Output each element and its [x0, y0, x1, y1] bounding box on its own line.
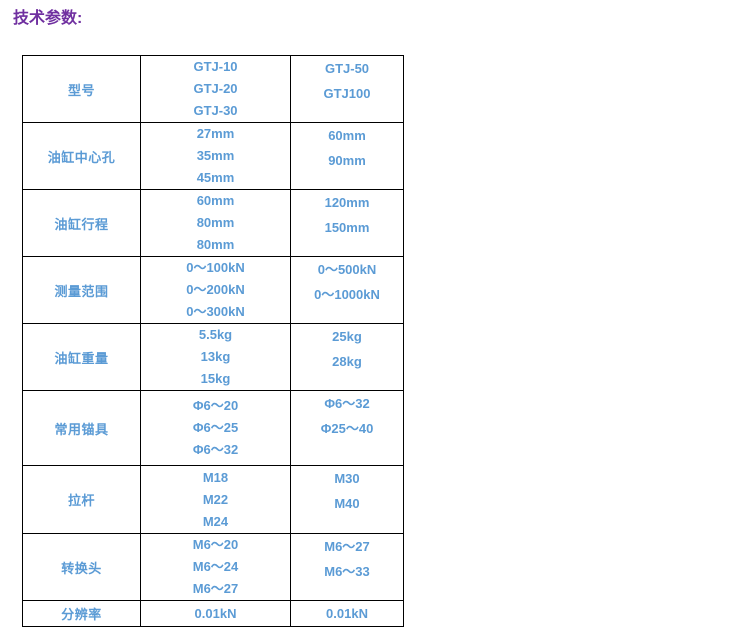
cell-values: 120mm 150mm [290, 189, 404, 257]
table-row-center-hole: 油缸中心孔 27mm 35mm 45mm 60mm 90mm [22, 122, 404, 190]
row-label: 测量范围 [22, 256, 141, 324]
row-label: 拉杆 [22, 465, 141, 534]
cell-value: M6～24 [192, 559, 239, 574]
cell-value: 80mm [196, 237, 235, 252]
cell-value: 45mm [196, 170, 235, 185]
cell-values: M18 M22 M24 [140, 465, 291, 534]
cell-value: 60mm [328, 128, 366, 143]
table-row-pull-rod: 拉杆 M18 M22 M24 M30 M40 [22, 465, 404, 534]
spec-table: 型号 GTJ-10 GTJ-20 GTJ-30 GTJ-50 GTJ100 油缸… [22, 55, 404, 627]
cell-value: 0～500kN [317, 262, 377, 277]
cell-values: M30 M40 [290, 465, 404, 534]
cell-models-small: GTJ-10 GTJ-20 GTJ-30 [140, 55, 291, 123]
page-title: 技术参数: [13, 10, 83, 27]
cell-value: M24 [202, 513, 229, 529]
cell-value: M22 [202, 491, 229, 507]
table-row-stroke: 油缸行程 60mm 80mm 80mm 120mm 150mm [22, 189, 404, 257]
cell-values: 27mm 35mm 45mm [140, 122, 291, 190]
cell-values: 0～500kN 0～1000kN [290, 256, 404, 324]
cell-value: 80mm [196, 215, 235, 230]
cell-value: M6～33 [324, 564, 370, 579]
row-label: 油缸重量 [22, 323, 141, 391]
cell-values: Φ6～20 Φ6～25 Φ6～32 [140, 390, 291, 466]
row-label: 转换头 [22, 533, 141, 601]
table-row-anchorage: 常用锚具 Φ6～20 Φ6～25 Φ6～32 Φ6～32 Φ25～40 [22, 390, 404, 466]
cell-value: M6～20 [192, 537, 239, 552]
cell-value: 5.5kg [198, 327, 233, 342]
cell-value: 0.01kN [326, 606, 368, 621]
cell-value: 13kg [200, 349, 231, 364]
cell-values: 0～100kN 0～200kN 0～300kN [140, 256, 291, 324]
cell-values: Φ6～32 Φ25～40 [290, 390, 404, 466]
cell-value: 0.01kN [194, 605, 237, 621]
cell-value: M18 [202, 469, 229, 485]
cell-values: 5.5kg 13kg 15kg [140, 323, 291, 391]
cell-value: 0～300kN [186, 304, 245, 319]
cell-value: 0～1000kN [314, 287, 380, 302]
cell-values: M6～27 M6～33 [290, 533, 404, 601]
cell-values: 25kg 28kg [290, 323, 404, 391]
cell-value: 60mm [196, 193, 235, 208]
table-row-adapter-head: 转换头 M6～20 M6～24 M6～27 M6～27 M6～33 [22, 533, 404, 601]
cell-value: Φ6～25 [192, 420, 239, 435]
cell-values: 60mm 90mm [290, 122, 404, 190]
cell-value: M30 [334, 471, 360, 486]
table-row-weight: 油缸重量 5.5kg 13kg 15kg 25kg 28kg [22, 323, 404, 391]
cell-value: GTJ-20 [193, 81, 238, 96]
row-label: 型号 [22, 55, 141, 123]
table-row-measure-range: 测量范围 0～100kN 0～200kN 0～300kN 0～500kN 0～1… [22, 256, 404, 324]
cell-value: 90mm [328, 153, 366, 168]
cell-values: 0.01kN [290, 600, 404, 627]
document-page: 技术参数: 型号 GTJ-10 GTJ-20 GTJ-30 GTJ-50 GTJ… [0, 9, 745, 627]
cell-value: 0～200kN [186, 282, 245, 297]
cell-values: 60mm 80mm 80mm [140, 189, 291, 257]
cell-value: M6～27 [324, 539, 370, 554]
cell-value: Φ6～32 [324, 396, 370, 411]
cell-value: 27mm [196, 126, 235, 141]
cell-value: GTJ-30 [193, 103, 238, 118]
cell-value: 0～100kN [186, 260, 245, 275]
row-label: 油缸中心孔 [22, 122, 141, 190]
cell-value: 120mm [324, 195, 370, 210]
cell-value: 28kg [332, 354, 362, 369]
row-label: 油缸行程 [22, 189, 141, 257]
cell-value: M40 [334, 496, 360, 511]
cell-value: 35mm [196, 148, 235, 163]
cell-value: 15kg [200, 371, 231, 386]
cell-value: M6～27 [192, 581, 239, 596]
cell-value: GTJ-10 [193, 59, 238, 74]
row-label: 常用锚具 [22, 390, 141, 466]
cell-values: M6～20 M6～24 M6～27 [140, 533, 291, 601]
cell-models-large: GTJ-50 GTJ100 [290, 55, 404, 123]
cell-value: GTJ100 [323, 86, 371, 101]
cell-value: Φ6～20 [192, 398, 239, 413]
table-row-resolution: 分辨率 0.01kN 0.01kN [22, 600, 404, 627]
cell-values: 0.01kN [140, 600, 291, 627]
cell-value: 150mm [324, 220, 370, 235]
row-label: 分辨率 [22, 600, 141, 627]
cell-value: Φ25～40 [320, 421, 374, 436]
cell-value: 25kg [332, 329, 362, 344]
table-row-model: 型号 GTJ-10 GTJ-20 GTJ-30 GTJ-50 GTJ100 [22, 55, 404, 123]
cell-value: GTJ-50 [324, 61, 370, 76]
cell-value: Φ6～32 [192, 442, 239, 457]
